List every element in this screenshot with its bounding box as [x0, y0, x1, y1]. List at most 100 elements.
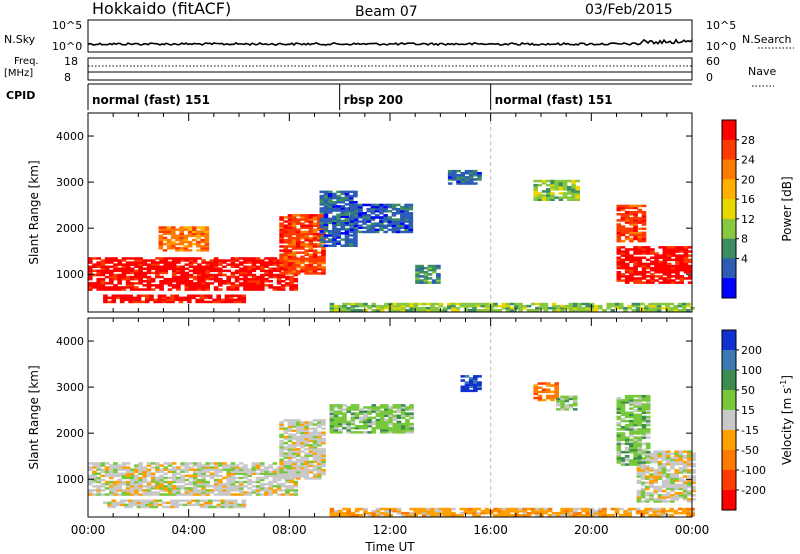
- data-cell: [285, 284, 290, 287]
- data-cell: [134, 288, 139, 291]
- data-cell: [241, 296, 247, 300]
- data-cell: [666, 460, 671, 464]
- data-cell: [391, 212, 397, 215]
- data-cell: [344, 232, 350, 235]
- data-cell: [637, 221, 643, 224]
- data-cell: [308, 464, 314, 468]
- data-cell: [675, 281, 680, 284]
- data-cell: [468, 169, 474, 173]
- data-cell: [654, 271, 659, 274]
- data-cell: [392, 431, 398, 434]
- data-cell: [109, 277, 114, 281]
- data-cell: [387, 218, 393, 221]
- data-cell: [312, 218, 318, 221]
- data-cell: [163, 466, 169, 469]
- data-cell: [452, 176, 457, 179]
- data-cell: [434, 514, 440, 517]
- data-cell: [243, 273, 248, 277]
- data-cell: [472, 514, 477, 517]
- data-cell: [691, 458, 696, 462]
- data-cell: [645, 409, 651, 412]
- data-cell: [163, 480, 169, 484]
- data-cell: [633, 213, 638, 216]
- data-cell: [188, 474, 194, 478]
- data-cell: [387, 210, 393, 213]
- data-cell: [287, 468, 293, 472]
- data-cell: [336, 242, 341, 245]
- data-cell: [653, 454, 658, 458]
- data-cell: [239, 271, 244, 275]
- data-cell: [192, 489, 198, 492]
- data-cell: [171, 271, 177, 275]
- data-cell: [620, 411, 626, 414]
- data-cell: [657, 452, 663, 455]
- data-cell: [329, 416, 335, 420]
- data-cell: [633, 204, 638, 208]
- data-cell: [336, 198, 341, 202]
- data-cell: [338, 406, 343, 409]
- data-cell: [287, 243, 293, 246]
- data-cell: [155, 267, 160, 270]
- data-cell: [546, 382, 551, 385]
- data-cell: [367, 418, 372, 422]
- data-cell: [620, 442, 626, 446]
- data-cell: [405, 424, 410, 428]
- data-cell: [370, 210, 376, 213]
- data-cell: [125, 284, 131, 287]
- data-cell: [321, 439, 326, 443]
- data-cell: [340, 213, 346, 216]
- data-cell: [379, 210, 384, 213]
- data-cell: [564, 509, 570, 513]
- data-cell: [200, 232, 205, 235]
- data-cell: [370, 226, 376, 229]
- data-cell: [293, 493, 299, 496]
- data-cell: [312, 236, 318, 240]
- data-cell: [581, 302, 586, 306]
- data-cell: [637, 219, 643, 222]
- data-cell: [195, 298, 200, 302]
- data-cell: [354, 404, 360, 407]
- data-cell: [308, 230, 314, 234]
- data-cell: [234, 280, 240, 283]
- data-cell: [100, 470, 106, 473]
- data-cell: [408, 212, 414, 215]
- data-cell: [264, 470, 269, 473]
- data-cell: [230, 485, 236, 488]
- data-cell: [317, 437, 322, 441]
- data-cell: [620, 250, 626, 253]
- data-cell: [332, 234, 337, 237]
- data-cell: [312, 251, 318, 254]
- data-cell: [537, 194, 543, 197]
- data-cell: [179, 230, 184, 233]
- data-cell: [497, 507, 502, 511]
- data-cell: [666, 483, 671, 487]
- data-cell: [645, 432, 651, 435]
- data-cell: [637, 415, 643, 419]
- data-cell: [593, 511, 599, 515]
- data-cell: [239, 277, 244, 281]
- data-cell: [213, 261, 219, 264]
- data-cell: [558, 196, 564, 199]
- data-cell: [228, 298, 234, 302]
- data-cell: [616, 459, 622, 462]
- data-cell: [308, 259, 314, 263]
- data-cell: [589, 507, 595, 511]
- data-cell: [296, 257, 301, 261]
- data-cell: [645, 461, 651, 464]
- data-cell: [291, 435, 297, 439]
- data-cell: [140, 501, 146, 505]
- data-cell: [319, 207, 325, 210]
- data-cell: [104, 282, 110, 285]
- data-cell: [96, 273, 101, 277]
- data-cell: [260, 261, 265, 264]
- data-cell: [616, 415, 622, 419]
- data-cell: [291, 263, 297, 267]
- data-cell: [251, 491, 257, 494]
- data-cell: [283, 247, 289, 250]
- data-cell: [332, 215, 337, 218]
- data-cell: [395, 230, 401, 234]
- data-cell: [283, 456, 289, 459]
- data-cell: [447, 304, 452, 308]
- data-cell: [650, 252, 655, 255]
- data-cell: [384, 424, 389, 428]
